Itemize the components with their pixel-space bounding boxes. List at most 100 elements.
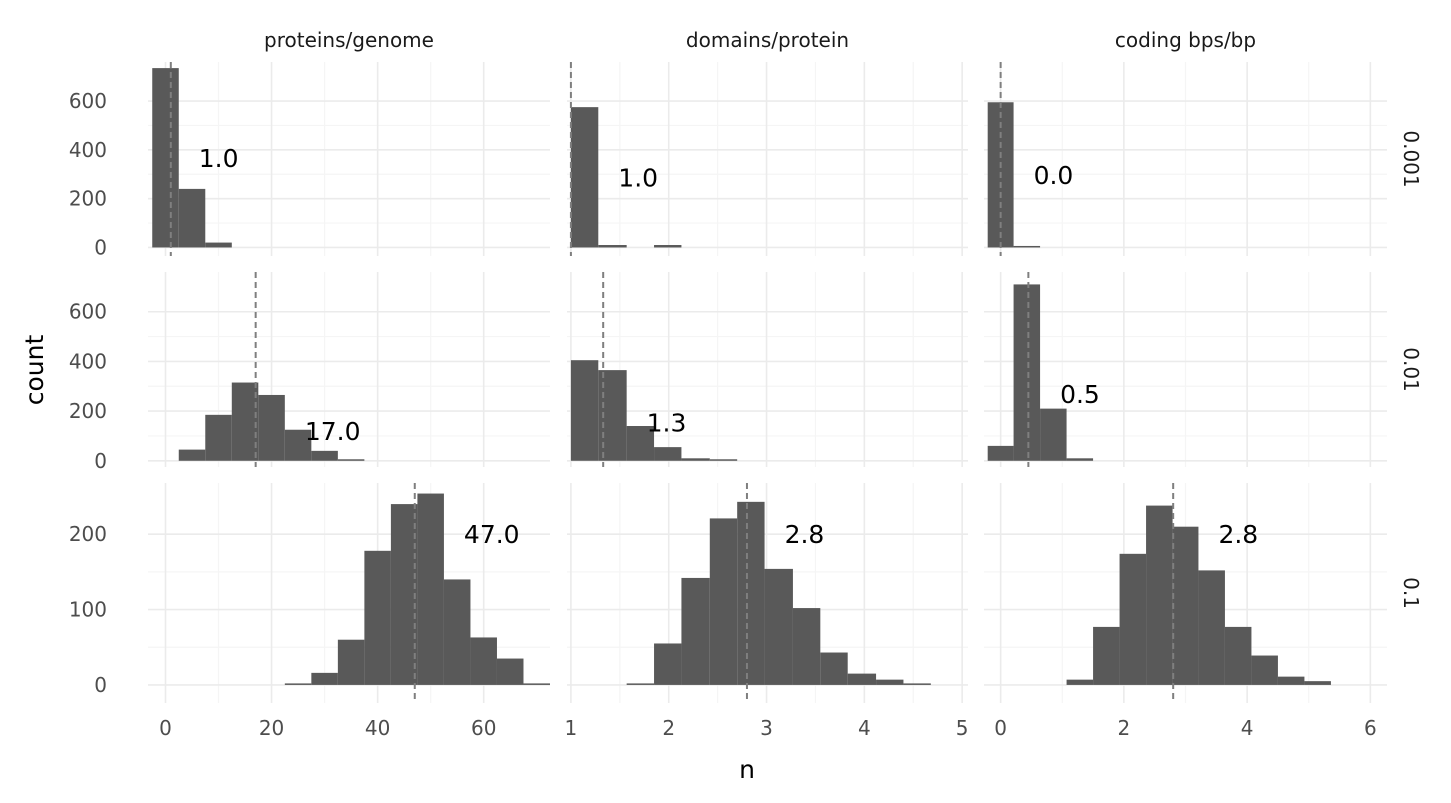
x-tick-label: 4 — [858, 716, 871, 740]
histogram-bar — [311, 672, 338, 685]
x-tick-label: 0 — [994, 716, 1007, 740]
histogram-bar — [1146, 505, 1173, 685]
histogram-bar — [876, 679, 904, 685]
x-axis-title: n — [739, 755, 755, 784]
y-tick-label: 200 — [69, 399, 107, 423]
histogram-bar — [626, 683, 655, 685]
histogram-bar — [764, 568, 793, 685]
histogram-bar — [1093, 626, 1120, 685]
histogram-bar — [681, 577, 710, 685]
facet-row-label: 0.1 — [1399, 577, 1423, 609]
histogram-bar — [1066, 458, 1094, 461]
histogram-bar — [1198, 570, 1225, 685]
histogram-bar — [903, 683, 931, 685]
histogram-bar — [1119, 553, 1147, 685]
histogram-bar — [364, 550, 391, 685]
histogram-bar — [1040, 408, 1067, 461]
histogram-bar — [1277, 676, 1305, 685]
histogram-bar — [1066, 679, 1094, 685]
facet-row-label: 0.01 — [1399, 347, 1423, 392]
histogram-bar — [820, 652, 848, 685]
labels-layer: 1.0 1.0 0.0 17.0 1.3 0.5 47.0 2.8 2.8 proteins/ge… — [69, 28, 1423, 740]
histogram-bar — [792, 608, 821, 685]
histogram-bar — [654, 245, 682, 248]
y-tick-label: 400 — [69, 138, 107, 162]
histogram-bar — [654, 447, 682, 461]
histogram-bar — [258, 394, 285, 461]
y-axis-title: count — [20, 335, 49, 406]
mean-value-label: 17.0 — [305, 417, 361, 446]
mean-value-label: 0.0 — [1034, 161, 1074, 190]
mean-value-label: 1.0 — [618, 163, 658, 192]
x-tick-label: 60 — [471, 716, 496, 740]
x-tick-label: 4 — [1241, 716, 1254, 740]
mean-value-label: 2.8 — [785, 520, 825, 549]
y-tick-label: 200 — [69, 187, 107, 211]
histogram-bar — [390, 504, 418, 685]
histogram-bar — [1224, 626, 1252, 685]
x-tick-label: 1 — [565, 716, 578, 740]
histogram-bar — [987, 445, 1014, 461]
mean-value-label: 2.8 — [1218, 520, 1258, 549]
facet-column-label: proteins/genome — [264, 28, 434, 52]
histogram-bar — [205, 242, 232, 248]
histogram-bar — [1013, 284, 1041, 461]
histogram-bar — [443, 579, 471, 685]
histogram-bar — [598, 245, 627, 248]
x-tick-label: 20 — [259, 716, 284, 740]
bars-layer — [152, 68, 1331, 685]
histogram-bar — [1172, 526, 1199, 685]
histogram-bar — [737, 501, 765, 685]
y-tick-label: 100 — [69, 598, 107, 622]
histogram-bar — [178, 188, 206, 248]
histogram-bar — [523, 683, 550, 685]
histogram-bar — [681, 458, 710, 461]
y-tick-label: 0 — [94, 449, 107, 473]
histogram-bar — [417, 493, 444, 685]
facet-column-label: coding bps/bp — [1115, 28, 1256, 52]
histogram-bar — [570, 107, 599, 248]
x-tick-label: 2 — [662, 716, 675, 740]
x-tick-label: 6 — [1364, 716, 1377, 740]
x-tick-label: 3 — [760, 716, 773, 740]
histogram-bar — [284, 429, 312, 461]
histogram-bar — [231, 382, 259, 461]
histogram-bar — [337, 459, 365, 461]
histogram-bar — [709, 459, 738, 461]
mean-value-label: 47.0 — [464, 520, 520, 549]
histogram-bar — [470, 637, 497, 685]
mean-value-label: 1.3 — [647, 409, 687, 438]
histogram-bar — [709, 518, 738, 685]
x-tick-label: 0 — [159, 716, 172, 740]
histogram-bar — [1251, 655, 1278, 685]
facet-column-label: domains/protein — [686, 28, 849, 52]
y-tick-label: 600 — [69, 300, 107, 324]
x-tick-label: 40 — [365, 716, 390, 740]
facet-row-label: 0.001 — [1399, 130, 1423, 187]
histogram-bar — [847, 673, 877, 685]
x-tick-label: 2 — [1118, 716, 1131, 740]
histogram-bar — [284, 683, 312, 685]
x-tick-label: 5 — [956, 716, 969, 740]
histogram-bar — [626, 426, 655, 461]
y-tick-label: 0 — [94, 673, 107, 697]
histogram-bar — [1304, 681, 1331, 685]
histogram-bar — [152, 68, 179, 248]
y-tick-label: 200 — [69, 522, 107, 546]
histogram-bar — [178, 449, 206, 461]
histogram-bar — [654, 643, 682, 685]
mean-lines-layer — [169, 62, 1175, 703]
y-tick-label: 0 — [94, 235, 107, 259]
y-tick-label: 400 — [69, 349, 107, 373]
histogram-bar — [570, 360, 599, 461]
histogram-bar — [337, 639, 365, 685]
y-tick-label: 600 — [69, 89, 107, 113]
mean-value-label: 1.0 — [199, 144, 239, 173]
histogram-bar — [496, 658, 524, 685]
mean-value-label: 0.5 — [1060, 380, 1100, 409]
histogram-bar — [1013, 245, 1041, 248]
histogram-bar — [205, 414, 232, 461]
histogram-bar — [311, 450, 338, 461]
grid-layer — [148, 62, 1387, 703]
